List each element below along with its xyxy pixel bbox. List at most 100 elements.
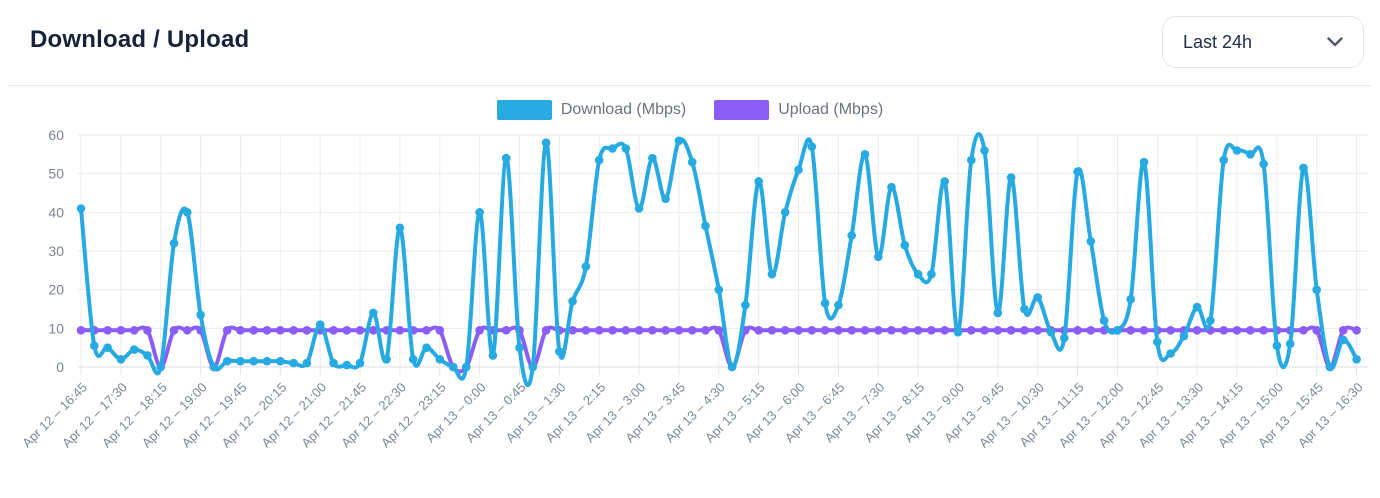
upload-point	[329, 326, 338, 335]
download-point	[422, 343, 431, 353]
download-point	[741, 300, 750, 310]
download-point	[1033, 293, 1042, 302]
chart-legend: Download (Mbps) Upload (Mbps)	[0, 100, 1380, 120]
download-point	[528, 362, 538, 372]
upload-swatch	[714, 100, 770, 120]
download-point	[1113, 326, 1122, 335]
download-point	[196, 310, 205, 320]
upload-point	[780, 326, 790, 335]
download-point	[103, 343, 112, 353]
upload-point	[143, 326, 152, 335]
upload-point	[1139, 326, 1149, 335]
upload-point	[967, 326, 976, 335]
download-point	[541, 138, 551, 147]
download-point	[1232, 146, 1242, 155]
upload-point	[701, 326, 710, 335]
download-point	[1073, 167, 1082, 176]
upload-point	[860, 326, 870, 335]
upload-point	[687, 326, 697, 335]
download-point	[315, 320, 325, 329]
upload-point	[714, 326, 724, 335]
download-point	[581, 262, 591, 271]
download-point	[714, 285, 724, 294]
upload-point	[302, 326, 312, 335]
time-range-dropdown[interactable]: Last 24h	[1162, 16, 1364, 68]
download-point	[834, 300, 843, 310]
download-point	[1352, 355, 1361, 364]
download-swatch	[496, 100, 552, 120]
upload-point	[927, 326, 936, 335]
download-point	[488, 351, 498, 360]
upload-point	[1006, 326, 1016, 335]
upload-point	[794, 326, 803, 335]
bandwidth-chart: Download (Mbps) Upload (Mbps) 0 10 20 30 40 5…	[0, 86, 1380, 493]
download-point	[648, 153, 657, 163]
upload-point	[634, 326, 644, 335]
upload-point	[1020, 326, 1029, 335]
y-axis-label: 0	[56, 359, 64, 375]
upload-point	[169, 326, 179, 335]
download-point	[236, 356, 245, 366]
header: Download / Upload Last 24h	[0, 0, 1380, 85]
upload-point	[900, 326, 910, 335]
download-point	[860, 150, 870, 159]
download-point	[1246, 150, 1255, 159]
download-point	[674, 136, 684, 146]
upload-point	[276, 326, 285, 335]
y-axis-label: 40	[48, 204, 64, 220]
upload-point	[834, 326, 843, 335]
upload-point	[236, 326, 245, 335]
upload-point	[807, 326, 817, 335]
upload-point	[820, 326, 830, 335]
download-point	[1046, 327, 1056, 337]
download-point	[980, 146, 989, 155]
upload-point	[1086, 326, 1096, 335]
upload-point	[435, 326, 445, 335]
legend-item-download[interactable]: Download (Mbps)	[496, 100, 686, 120]
download-point	[289, 358, 298, 368]
legend-item-upload[interactable]: Upload (Mbps)	[714, 100, 883, 120]
download-point	[687, 157, 697, 167]
upload-point	[183, 326, 192, 335]
download-point	[448, 362, 458, 372]
header-divider	[8, 85, 1372, 86]
download-point	[90, 341, 99, 350]
download-point	[993, 308, 1003, 318]
download-point	[754, 177, 763, 186]
download-point	[1219, 155, 1228, 165]
upload-point	[767, 326, 777, 335]
upload-legend-label: Upload (Mbps)	[778, 101, 884, 118]
download-point	[209, 362, 219, 372]
download-point	[967, 155, 976, 165]
upload-point	[568, 326, 577, 335]
download-point	[594, 155, 604, 165]
download-point	[369, 308, 378, 318]
download-point	[621, 144, 631, 153]
download-point	[1206, 316, 1215, 325]
time-range-value: Last 24h	[1183, 31, 1253, 52]
y-axis-label: 20	[48, 282, 64, 298]
download-point	[874, 252, 883, 262]
download-point	[1006, 173, 1016, 182]
upload-point	[661, 326, 670, 335]
upload-point	[289, 326, 298, 335]
upload-point	[621, 326, 631, 335]
y-axis-label: 30	[48, 243, 64, 259]
upload-point	[1033, 326, 1042, 335]
upload-point	[355, 326, 365, 335]
download-point	[807, 142, 817, 151]
download-point	[1339, 335, 1348, 345]
download-point	[475, 208, 484, 217]
upload-point	[1232, 326, 1242, 335]
upload-point	[913, 326, 923, 335]
download-point	[913, 269, 923, 279]
download-point	[555, 347, 564, 356]
download-point	[1299, 163, 1308, 173]
upload-point	[674, 326, 684, 335]
download-point	[156, 362, 165, 372]
download-point	[794, 165, 803, 175]
download-point	[661, 194, 670, 204]
download-point	[435, 355, 445, 364]
download-point	[329, 358, 338, 368]
